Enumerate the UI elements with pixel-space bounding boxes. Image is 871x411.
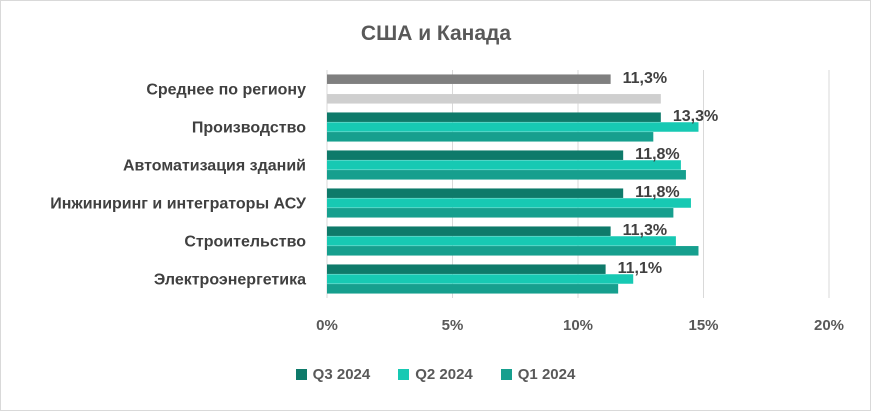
x-tick-label: 0% [316, 317, 338, 334]
legend-label-q1: Q1 2024 [517, 366, 576, 383]
data-label: 11,8% [635, 184, 679, 201]
bar [327, 198, 691, 208]
category-label: Производство [192, 120, 306, 137]
bar [327, 94, 661, 104]
chart-title: США и Канада [361, 22, 511, 45]
category-label: Инжиниринг и интеграторы АСУ [50, 196, 307, 213]
legend-swatch-q1 [500, 369, 512, 380]
category-labels: Среднее по региону Производство Автоматиза… [50, 82, 307, 289]
legend-swatch-q2 [398, 369, 410, 380]
category-label: Среднее по региону [146, 82, 306, 99]
bar [327, 132, 654, 142]
data-label: 13,3% [673, 108, 718, 125]
bar [327, 188, 624, 198]
x-tick-label: 15% [688, 317, 718, 334]
category-label: Автоматизация зданий [123, 158, 306, 175]
legend-item-q3: Q3 2024 [295, 366, 371, 383]
legend-label-q3: Q3 2024 [312, 366, 371, 383]
data-label: 11,3% [623, 222, 667, 239]
legend: Q3 2024 Q2 2024 Q1 2024 [0, 366, 871, 383]
bar [327, 264, 606, 274]
legend-item-q1: Q1 2024 [500, 366, 576, 383]
bar [327, 74, 611, 84]
bar [327, 284, 619, 294]
bars [327, 74, 699, 294]
bar [327, 170, 686, 180]
bar [327, 246, 699, 256]
bar [327, 150, 624, 160]
x-tick-label: 10% [563, 317, 593, 334]
bar [327, 122, 699, 132]
bar [327, 226, 611, 236]
bar [327, 112, 661, 122]
data-label: 11,3% [623, 70, 667, 87]
bar [327, 160, 681, 170]
legend-swatch-q3 [295, 369, 307, 380]
x-tick-labels: 0% 5% 10% 15% 20% [316, 317, 844, 334]
legend-item-q2: Q2 2024 [398, 366, 473, 383]
category-label: Электроэнергетика [154, 272, 306, 289]
gridlines [326, 70, 830, 298]
x-tick-label: 20% [814, 317, 844, 334]
x-tick-label: 5% [442, 317, 464, 334]
data-label: 11,8% [635, 146, 679, 163]
data-labels: 11,3% 13,3% 11,8% 11,8% 11,3% 11,1% [618, 70, 719, 277]
data-label: 11,1% [618, 260, 662, 277]
bar [327, 236, 676, 246]
bar [327, 208, 674, 218]
legend-label-q2: Q2 2024 [415, 366, 473, 383]
bar [327, 274, 634, 284]
category-label: Строительство [184, 234, 306, 251]
